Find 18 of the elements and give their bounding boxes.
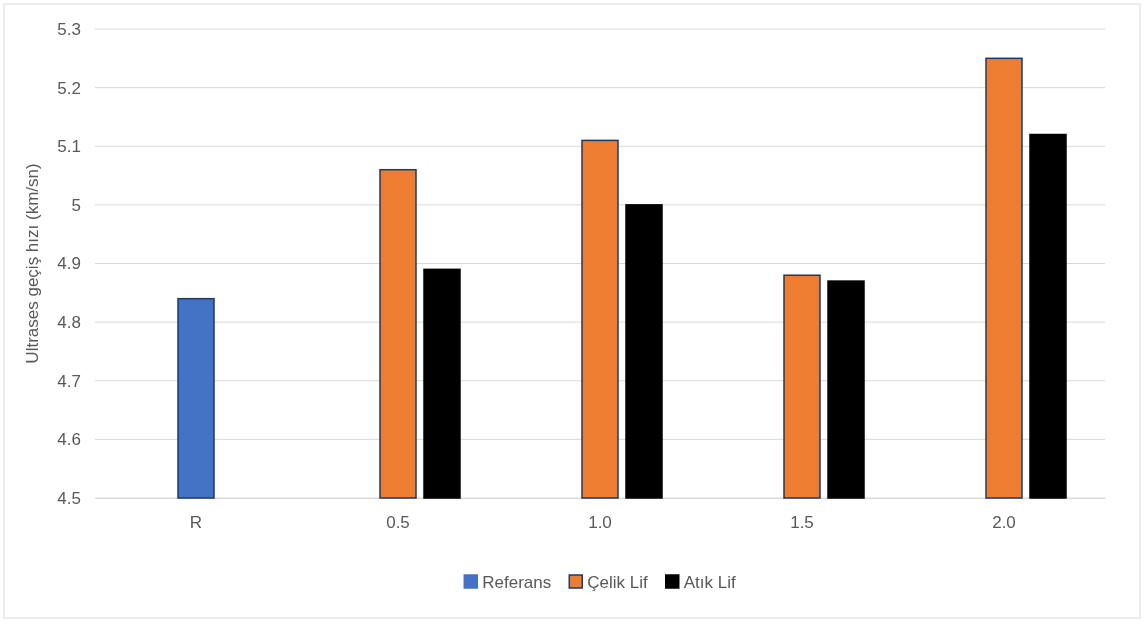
x-tick-label: 1.0: [588, 513, 612, 533]
y-tick-label: 5.1: [57, 137, 81, 157]
y-tick-label: 4.5: [57, 488, 81, 508]
x-tick-label: 1.5: [790, 513, 814, 533]
x-tick-label: R: [189, 513, 203, 533]
y-tick-label: 4.6: [57, 430, 81, 450]
y-tick-label: 4.9: [57, 254, 81, 274]
legend-label: Çelik Lif: [587, 572, 649, 592]
y-axis-title: Ultrases geçiş hızı (km/sn): [23, 163, 42, 364]
legend-label: Referans: [482, 572, 552, 592]
y-tick-label: 5: [71, 195, 81, 215]
x-tick-label: 0.5: [386, 513, 410, 533]
x-tick-label: 2.0: [992, 513, 1016, 533]
y-tick-label: 5.2: [57, 78, 81, 98]
y-tick-label: 4.7: [57, 371, 81, 391]
y-tick-label: 5.3: [57, 19, 81, 39]
legend-label: Atık Lif: [683, 572, 736, 592]
y-tick-label: 4.8: [57, 313, 81, 333]
